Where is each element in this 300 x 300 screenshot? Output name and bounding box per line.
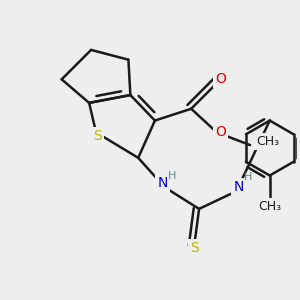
Text: S: S xyxy=(94,129,102,143)
Text: H: H xyxy=(244,172,252,182)
Text: N: N xyxy=(233,180,244,194)
Text: CH₃: CH₃ xyxy=(256,135,279,148)
Text: S: S xyxy=(190,241,199,255)
Text: N: N xyxy=(158,176,168,190)
Text: CH₃: CH₃ xyxy=(258,200,281,213)
Text: H: H xyxy=(167,170,176,181)
Text: O: O xyxy=(215,125,226,139)
Text: O: O xyxy=(215,72,226,86)
